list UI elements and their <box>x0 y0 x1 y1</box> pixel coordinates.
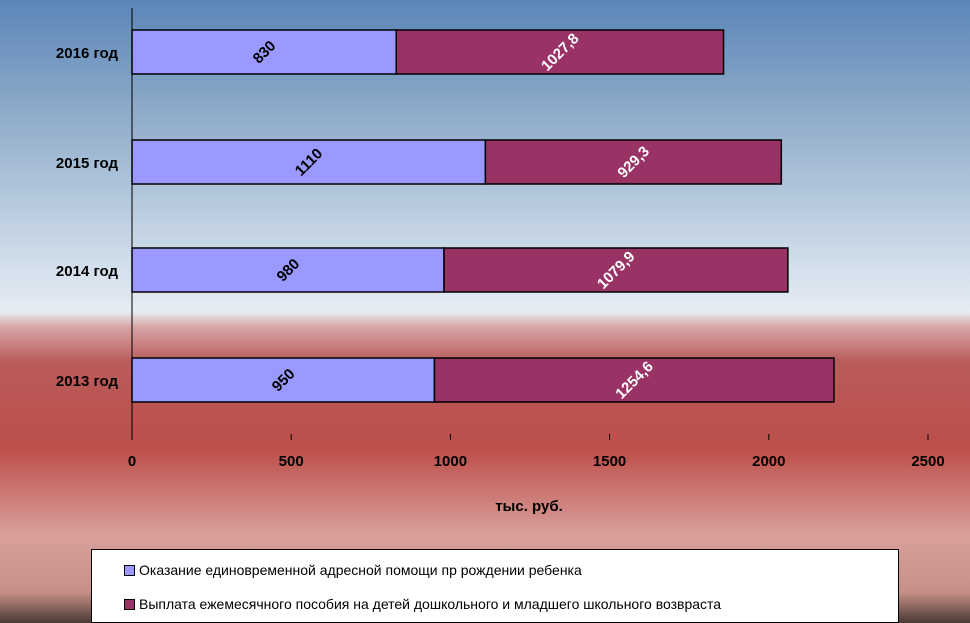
x-tick-label-0: 0 <box>128 453 136 470</box>
legend-item-series-0: Оказание единовременной адресной помощи … <box>124 562 582 578</box>
bar-series-1-2 <box>443 247 789 293</box>
bar-series-0-1 <box>131 139 487 185</box>
category-label-0: 2016 год <box>56 45 119 62</box>
x-tick-label-4: 2000 <box>752 453 785 470</box>
bar-series-1-1 <box>484 139 783 185</box>
x-tick-label-1: 500 <box>279 453 304 470</box>
legend-label-series-1: Выплата ежемесячного пособия на детей до… <box>139 596 722 612</box>
legend-swatch-series-0 <box>124 564 135 576</box>
x-axis-title: тыс. руб. <box>495 498 563 515</box>
x-tick-label-5: 2500 <box>911 453 944 470</box>
bar-series-1-3 <box>433 357 835 403</box>
category-label-2: 2014 год <box>56 263 119 280</box>
legend-swatch-series-1 <box>124 598 135 610</box>
x-tick-label-2: 1000 <box>434 453 467 470</box>
bar-series-1-0 <box>395 29 725 75</box>
legend-label-series-0: Оказание единовременной адресной помощи … <box>139 562 582 578</box>
category-label-1: 2015 год <box>56 155 119 172</box>
bar-series-0-3 <box>131 357 436 403</box>
legend: Оказание единовременной адресной помощи … <box>91 549 899 623</box>
category-label-3: 2013 год <box>56 373 119 390</box>
x-tick-label-3: 1500 <box>593 453 626 470</box>
bar-series-0-2 <box>131 247 445 293</box>
bar-series-0-0 <box>131 29 398 75</box>
legend-item-series-1: Выплата ежемесячного пособия на детей до… <box>124 596 721 612</box>
